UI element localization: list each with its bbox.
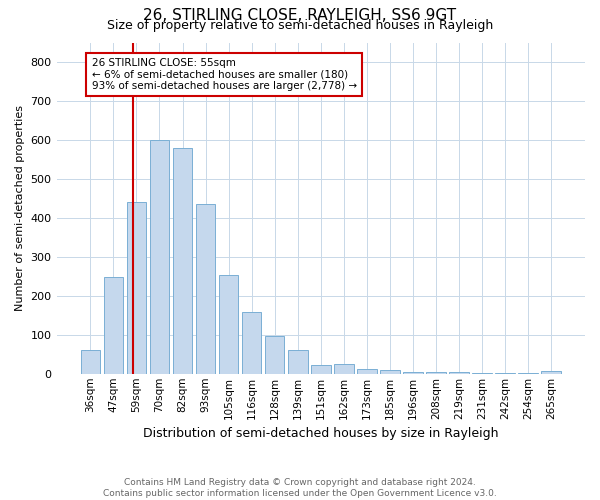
- Bar: [357, 368, 377, 374]
- Bar: [496, 373, 515, 374]
- Bar: [403, 372, 423, 374]
- Bar: [518, 373, 538, 374]
- Bar: [426, 372, 446, 374]
- Bar: [311, 365, 331, 374]
- Bar: [288, 350, 308, 374]
- Bar: [380, 370, 400, 374]
- Bar: [149, 140, 169, 374]
- Bar: [265, 336, 284, 374]
- Bar: [173, 148, 193, 374]
- Bar: [219, 275, 238, 374]
- Text: Size of property relative to semi-detached houses in Rayleigh: Size of property relative to semi-detach…: [107, 19, 493, 32]
- Bar: [449, 372, 469, 374]
- Bar: [242, 312, 262, 374]
- Text: 26, STIRLING CLOSE, RAYLEIGH, SS6 9GT: 26, STIRLING CLOSE, RAYLEIGH, SS6 9GT: [143, 8, 457, 22]
- Bar: [541, 370, 561, 374]
- Bar: [334, 364, 353, 374]
- X-axis label: Distribution of semi-detached houses by size in Rayleigh: Distribution of semi-detached houses by …: [143, 427, 499, 440]
- Bar: [127, 202, 146, 374]
- Bar: [80, 350, 100, 374]
- Text: Contains HM Land Registry data © Crown copyright and database right 2024.
Contai: Contains HM Land Registry data © Crown c…: [103, 478, 497, 498]
- Bar: [196, 204, 215, 374]
- Text: 26 STIRLING CLOSE: 55sqm
← 6% of semi-detached houses are smaller (180)
93% of s: 26 STIRLING CLOSE: 55sqm ← 6% of semi-de…: [92, 58, 356, 92]
- Bar: [472, 373, 492, 374]
- Y-axis label: Number of semi-detached properties: Number of semi-detached properties: [15, 105, 25, 311]
- Bar: [104, 277, 123, 374]
